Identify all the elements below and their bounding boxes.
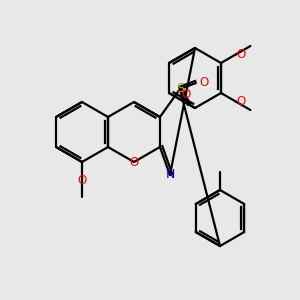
Text: S: S	[176, 82, 184, 95]
Text: O: O	[181, 88, 190, 101]
Text: O: O	[236, 95, 245, 108]
Text: O: O	[77, 173, 87, 187]
Text: N: N	[165, 169, 175, 182]
Text: O: O	[199, 76, 208, 89]
Text: O: O	[236, 48, 245, 61]
Text: O: O	[129, 155, 139, 169]
